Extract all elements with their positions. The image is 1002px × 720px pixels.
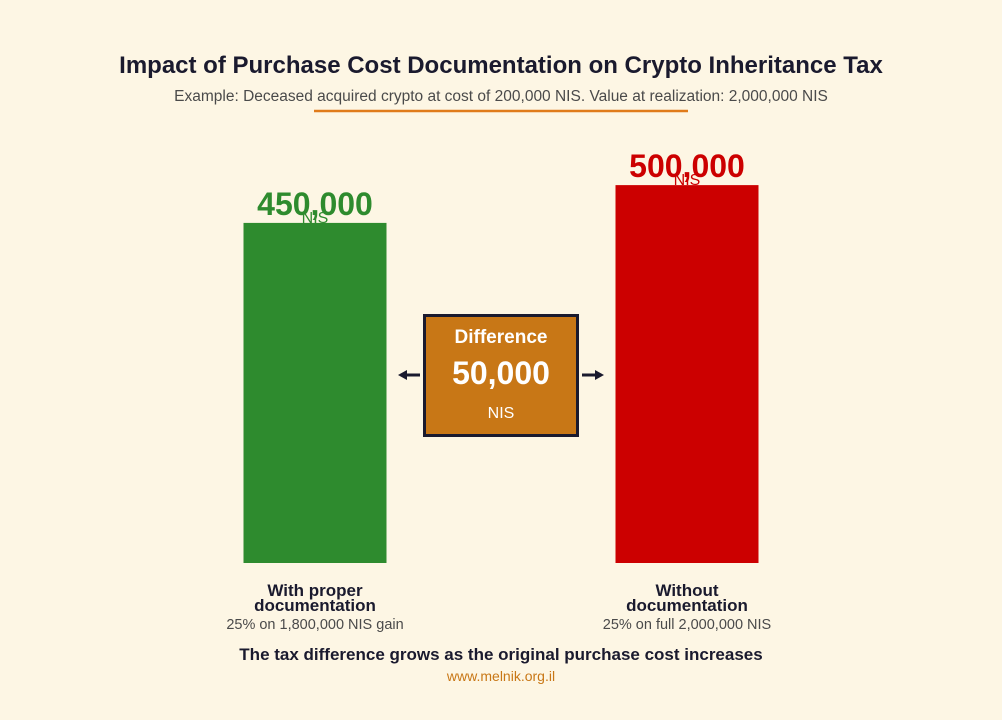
source-url-link[interactable]: www.melnik.org.il bbox=[446, 668, 555, 684]
category-label-with-documentation-line-2: documentation bbox=[254, 596, 376, 615]
chart-subtitle: Example: Deceased acquired crypto at cos… bbox=[174, 88, 828, 105]
bar-unit-label-with-documentation: NIS bbox=[302, 210, 329, 227]
category-label-without-documentation-line-2: documentation bbox=[626, 596, 748, 615]
difference-arrowhead-left-icon bbox=[398, 370, 407, 380]
difference-unit: NIS bbox=[488, 405, 515, 422]
bar-value-label-with-documentation: 450,000 bbox=[257, 186, 373, 222]
difference-value: 50,000 bbox=[452, 355, 550, 391]
footer-note: The tax difference grows as the original… bbox=[239, 645, 762, 664]
difference-box bbox=[423, 314, 579, 437]
difference-title: Difference bbox=[455, 327, 548, 348]
bar-value-label-without-documentation: 500,000 bbox=[629, 148, 745, 184]
bar-with-documentation bbox=[243, 222, 387, 563]
bar-without-documentation bbox=[615, 185, 759, 563]
difference-group: Difference 50,000 NIS bbox=[398, 314, 604, 437]
category-label-with-documentation-line-1: With proper bbox=[267, 581, 363, 600]
category-description-with-documentation: 25% on 1,800,000 NIS gain bbox=[226, 617, 403, 633]
category-label-without-documentation-line-1: Without bbox=[655, 581, 718, 600]
chart-title: Impact of Purchase Cost Documentation on… bbox=[119, 52, 883, 79]
bar-unit-label-without-documentation: NIS bbox=[674, 172, 701, 189]
category-description-without-documentation: 25% on full 2,000,000 NIS bbox=[603, 617, 771, 633]
difference-arrowhead-right-icon bbox=[595, 370, 604, 380]
